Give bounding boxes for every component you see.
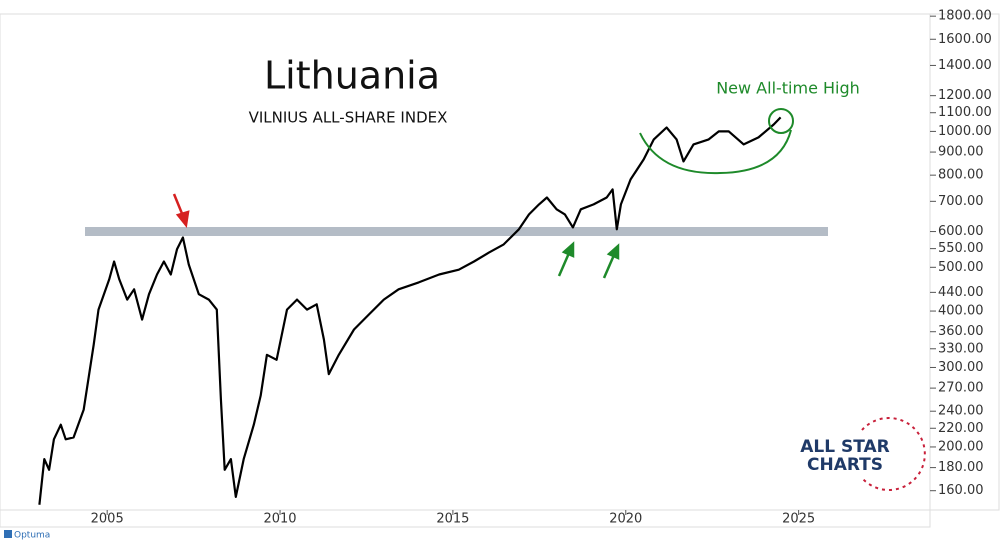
x-axis-panel <box>0 509 931 528</box>
logo: ALL STAR CHARTS <box>800 417 926 491</box>
x-tick-label: 2015 <box>436 512 469 527</box>
marks-layer: 160.00 180.00 200.00 220.00 240.00 270.00 300.… <box>38 9 992 527</box>
x-tick-label: 2010 <box>263 512 296 527</box>
y-tick-label: 400.00 <box>938 304 984 319</box>
y-tick-label: 160.00 <box>938 483 984 498</box>
y-tick-label: 220.00 <box>938 421 984 436</box>
y-tick-label: 440.00 <box>938 285 984 300</box>
y-tick-label: 1000.00 <box>938 124 992 139</box>
green-arrows <box>557 241 620 279</box>
y-tick-label: 180.00 <box>938 460 984 475</box>
logo-line1: ALL STAR <box>800 437 890 457</box>
y-tick-label: 1800.00 <box>938 9 992 24</box>
y-tick-label: 550.00 <box>938 241 984 256</box>
chart-subtitle: VILNIUS ALL-SHARE INDEX <box>249 109 448 127</box>
price-line <box>38 116 782 505</box>
y-tick-label: 300.00 <box>938 360 984 375</box>
platform-label: Optuma <box>14 531 50 541</box>
red-arrow <box>172 193 190 229</box>
x-tick-label: 2020 <box>609 512 642 527</box>
y-tick-label: 270.00 <box>938 381 984 396</box>
annotation-circle <box>768 108 794 134</box>
y-axis-panel <box>929 13 1000 511</box>
logo-line2: CHARTS <box>807 455 883 475</box>
y-tick-label: 500.00 <box>938 260 984 275</box>
y-tick-label: 900.00 <box>938 145 984 160</box>
y-tick-label: 1100.00 <box>938 105 992 120</box>
y-tick-label: 600.00 <box>938 224 984 239</box>
y-tick-label: 240.00 <box>938 404 984 419</box>
y-tick-label: 1600.00 <box>938 32 992 47</box>
x-tick-label: 2005 <box>91 512 124 527</box>
y-tick-label: 1400.00 <box>938 58 992 73</box>
platform-icon <box>4 530 12 538</box>
y-tick-label: 1200.00 <box>938 88 992 103</box>
y-tick-label: 360.00 <box>938 324 984 339</box>
chart-title: Lithuania <box>264 54 440 98</box>
x-tick-label: 2025 <box>782 512 815 527</box>
y-tick-label: 200.00 <box>938 439 984 454</box>
y-tick-label: 700.00 <box>938 194 984 209</box>
y-tick-label: 800.00 <box>938 168 984 183</box>
annotation: New All-time High <box>716 79 860 98</box>
annotation-arc <box>639 129 792 175</box>
y-tick-label: 330.00 <box>938 341 984 356</box>
plot-frame <box>0 13 931 511</box>
